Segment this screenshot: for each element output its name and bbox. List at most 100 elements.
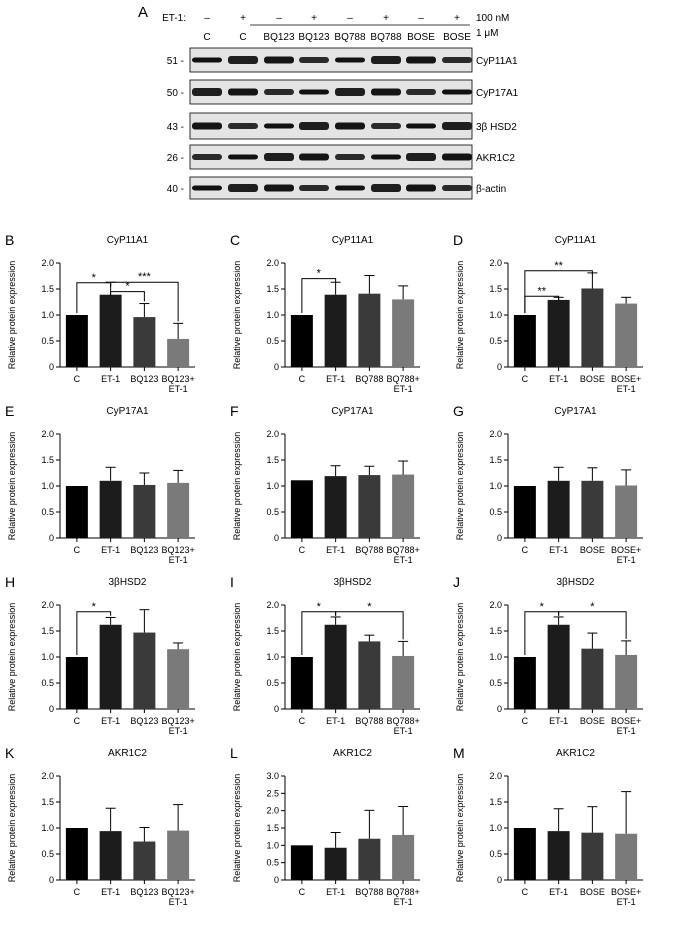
y-tick-label: 0.5 [41, 336, 54, 346]
x-tick-label: BQ123+ [161, 374, 194, 384]
panel-letter: I [230, 574, 234, 590]
blot-band [192, 122, 222, 130]
blot-band [228, 154, 258, 160]
x-tick-label: BOSE [580, 374, 605, 384]
x-tick-label: BOSE+ [611, 887, 641, 897]
bar [99, 294, 122, 367]
y-tick-label: 1.0 [41, 652, 54, 662]
bar [324, 624, 347, 709]
y-tick-label: 2.0 [489, 429, 502, 439]
bar [65, 315, 88, 367]
x-tick-label: ET-1 [617, 897, 636, 907]
y-tick-label: 1.0 [41, 823, 54, 833]
blot-band [299, 122, 329, 130]
bar [167, 830, 190, 880]
x-tick-label: BQ123 [130, 887, 158, 897]
bar [167, 649, 190, 709]
bar [581, 648, 604, 709]
x-tick-label: BQ123+ [161, 716, 194, 726]
bar [99, 624, 122, 709]
x-tick-label: ET-1 [394, 384, 413, 394]
x-tick-label: BQ788 [355, 545, 383, 555]
significance-label: * [317, 268, 322, 280]
y-tick-label: 1.5 [41, 626, 54, 636]
x-tick-label: ET-1 [549, 545, 568, 555]
y-axis-label: Relative protein expression [7, 603, 17, 712]
y-tick-label: 2.5 [266, 788, 279, 798]
blot-band [228, 56, 258, 64]
chart-j: J 3βHSD2 Relative protein expression 0 0.5 1.… [453, 574, 643, 736]
bar [358, 293, 381, 367]
blot-band [264, 184, 294, 192]
treatment-sign: + [311, 13, 317, 24]
bar [615, 654, 638, 709]
y-tick-label: 0 [497, 362, 502, 372]
x-tick-label: ET-1 [169, 555, 188, 565]
significance-bracket [110, 281, 179, 322]
bar [99, 831, 122, 880]
x-tick-label: BQ123 [130, 716, 158, 726]
treatment-sign: + [454, 13, 460, 24]
bar [392, 655, 415, 709]
x-tick-label: BQ788 [355, 716, 383, 726]
significance-label: ** [554, 260, 563, 272]
blot-band [299, 89, 329, 95]
y-tick-label: 1.0 [266, 652, 279, 662]
y-tick-label: 0 [49, 875, 54, 885]
x-tick-label: ET-1 [326, 716, 345, 726]
blot-band [335, 57, 365, 63]
y-tick-label: 2.0 [41, 771, 54, 781]
chart-title: 3βHSD2 [109, 577, 147, 588]
y-tick-label: 1.0 [489, 310, 502, 320]
x-tick-label: ET-1 [326, 545, 345, 555]
treatment-sign: + [383, 13, 389, 24]
y-tick-label: 1.0 [489, 652, 502, 662]
protein-label: β-actin [476, 184, 506, 195]
panel-letter: F [230, 403, 239, 419]
x-tick-label: BQ123+ [161, 887, 194, 897]
bar [290, 480, 313, 538]
x-tick-label: C [522, 374, 529, 384]
significance-label: * [92, 272, 97, 284]
bar [547, 624, 570, 709]
blot-band [192, 57, 222, 63]
y-axis-label: Relative protein expression [232, 432, 242, 541]
blot-band [406, 56, 436, 64]
lane-label: C [239, 32, 246, 43]
y-tick-label: 0.5 [489, 336, 502, 346]
lane-label: BOSE [407, 32, 435, 43]
bar-chart-grid: B CyP11A1 Relative protein expression 0 0.5 1… [5, 232, 643, 907]
y-axis-label: Relative protein expression [7, 261, 17, 370]
x-tick-label: ET-1 [617, 384, 636, 394]
x-tick-label: ET-1 [394, 897, 413, 907]
x-tick-label: ET-1 [617, 726, 636, 736]
significance-label: * [590, 601, 595, 613]
blot-band [192, 154, 222, 160]
significance-bracket [76, 611, 112, 655]
treatment-sign: – [347, 13, 353, 24]
y-tick-label: 0.5 [41, 678, 54, 688]
panel-letter: M [453, 745, 465, 761]
panel-letter: A [138, 4, 148, 21]
chart-title: CyP11A1 [332, 235, 374, 246]
y-axis-label: Relative protein expression [7, 432, 17, 541]
bar [99, 480, 122, 538]
y-tick-label: 1.0 [489, 481, 502, 491]
protein-label: CyP11A1 [476, 56, 518, 67]
blot-band [442, 89, 472, 95]
significance-label: ** [537, 285, 546, 297]
kda-marker: 50 - [167, 88, 184, 99]
x-tick-label: C [74, 716, 81, 726]
y-axis-label: Relative protein expression [455, 432, 465, 541]
bar [547, 831, 570, 880]
chart-l: L AKR1C2 Relative protein expression 0 0.5 1.… [230, 745, 420, 907]
y-tick-label: 0 [49, 533, 54, 543]
bar [65, 486, 88, 538]
bar [133, 484, 156, 538]
chart-k: K AKR1C2 Relative protein expression 0 0.5 1.… [5, 745, 195, 907]
x-tick-label: C [299, 716, 306, 726]
bar [290, 657, 313, 709]
x-tick-label: ET-1 [101, 545, 120, 555]
x-tick-label: BOSE+ [611, 374, 641, 384]
y-tick-label: 1.5 [266, 823, 279, 833]
